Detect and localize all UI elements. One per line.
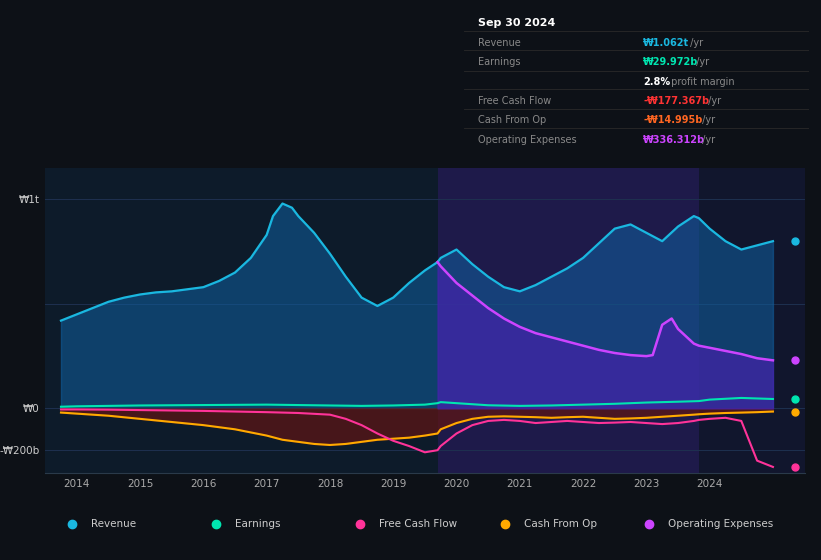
Text: ₩336.312b: ₩336.312b [643, 135, 705, 145]
Text: 2.8%: 2.8% [643, 77, 670, 87]
Text: Free Cash Flow: Free Cash Flow [379, 519, 457, 529]
Text: Free Cash Flow: Free Cash Flow [478, 96, 551, 106]
Text: /yr: /yr [693, 58, 709, 68]
Text: /yr: /yr [699, 135, 715, 145]
Text: /yr: /yr [705, 96, 722, 106]
Text: Earnings: Earnings [235, 519, 281, 529]
Bar [699, 168, 805, 473]
Text: Operating Expenses: Operating Expenses [478, 135, 576, 145]
Text: profit margin: profit margin [668, 77, 735, 87]
Text: Operating Expenses: Operating Expenses [668, 519, 773, 529]
Text: ₩1.062t: ₩1.062t [643, 38, 690, 48]
Text: Cash From Op: Cash From Op [478, 115, 546, 125]
Text: /yr: /yr [699, 115, 715, 125]
Text: Revenue: Revenue [91, 519, 135, 529]
Text: Revenue: Revenue [478, 38, 521, 48]
Text: -₩177.367b: -₩177.367b [643, 96, 709, 106]
Text: ₩29.972b: ₩29.972b [643, 58, 699, 68]
Text: Cash From Op: Cash From Op [524, 519, 597, 529]
Text: /yr: /yr [686, 38, 703, 48]
Text: Sep 30 2024: Sep 30 2024 [478, 18, 555, 29]
Text: -₩14.995b: -₩14.995b [643, 115, 703, 125]
Bar [438, 168, 805, 473]
Text: Earnings: Earnings [478, 58, 521, 68]
